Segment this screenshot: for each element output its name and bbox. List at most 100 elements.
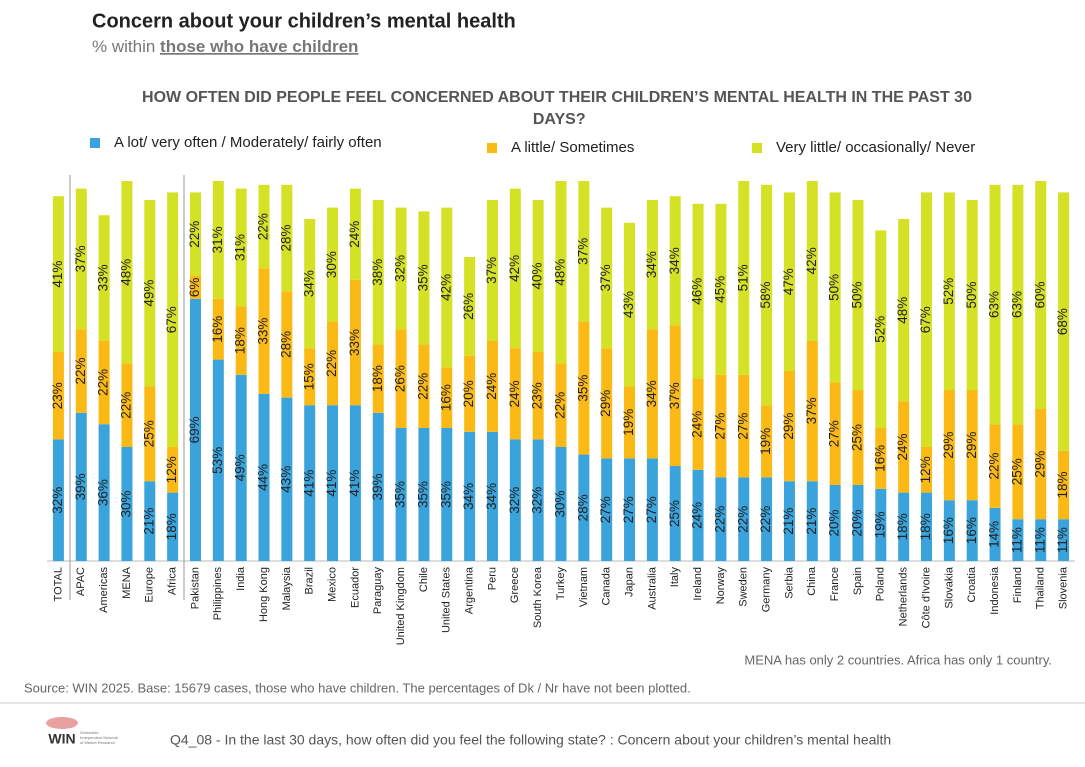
value-label: 18% [370,365,385,392]
value-label: 20% [461,380,476,407]
bar-segment [806,481,818,561]
value-label: 18% [164,513,179,540]
bar-segment [486,200,498,341]
value-label: 58% [758,281,773,308]
value-label: 15% [301,363,316,390]
bar-segment [738,374,750,478]
bar-segment [212,181,224,299]
value-label: 49% [233,454,248,481]
bar-segment [921,447,933,493]
x-tick-label: Germany [761,567,773,613]
bar-segment [189,192,201,276]
bar-segment [418,428,430,561]
legend-label: A lot/ very often / Moderately/ fairly o… [114,134,382,151]
bar-segment [1035,181,1047,409]
bar-segment [829,485,841,561]
bar-segment [783,481,795,561]
bar-segment [509,348,521,440]
value-label: 19% [621,409,636,436]
value-label: 19% [872,511,887,538]
value-label: 32% [507,487,522,514]
value-label: 22% [553,392,568,419]
value-label: 20% [827,509,842,536]
value-label: 27% [598,496,613,523]
bar-segment [601,207,613,349]
bar-segment [281,184,293,292]
value-label: 18% [233,327,248,354]
x-tick-label: Mexico [326,567,338,602]
value-label: 30% [324,251,339,278]
value-label: 24% [484,373,499,400]
value-label: 16% [438,384,453,411]
value-label: 21% [804,508,819,535]
subtitle-prefix: % within [92,37,155,56]
chart-title-line: HOW OFTEN DID PEOPLE FEEL CONCERNED ABOU… [142,89,972,106]
x-tick-label: Americas [98,567,110,613]
value-label: 35% [415,481,430,508]
value-label: 11% [1032,527,1047,553]
value-label: 22% [712,506,727,533]
bar-segment [258,184,270,269]
value-label: 30% [119,490,134,517]
value-label: 32% [530,487,545,514]
logo-map [46,717,78,729]
value-label: 33% [347,329,362,356]
bar-segment [943,390,955,501]
value-label: 67% [164,306,179,333]
x-tick-label: Croatia [966,566,978,602]
bar-segment [1058,519,1070,561]
x-tick-label: India [235,566,247,591]
value-label: 21% [781,508,796,535]
bar-segment [327,207,339,322]
bar-segment [167,192,179,447]
x-tick-label: Netherlands [898,567,910,627]
bar-segment [715,374,727,478]
value-label: 23% [50,382,65,409]
value-label: 28% [278,331,293,358]
bar-segment [349,188,361,280]
x-tick-label: Côte d'Ivoire [920,567,932,628]
value-label: 46% [690,278,705,305]
x-tick-label: Indonesia [989,566,1001,615]
x-tick-label: Serbia [783,566,795,599]
value-label: 25% [141,420,156,447]
value-label: 33% [256,318,271,345]
bar-segment [715,477,727,561]
x-tick-label: Canada [601,566,613,605]
bar-segment [212,298,224,360]
bar-segment [783,192,795,371]
bar-segment [52,439,64,561]
bar-segment [167,492,179,561]
value-label: 25% [667,500,682,527]
x-tick-label: Chile [418,567,430,592]
x-tick-label: Peru [486,567,498,590]
x-tick-label: Italy [669,567,681,588]
value-label: 16% [941,517,956,544]
value-label: 22% [987,452,1002,479]
bar-segment [966,390,978,501]
x-tick-label: Poland [875,567,887,601]
bar-segment [52,352,64,440]
bar-segment [646,458,658,561]
subtitle: % within those who have children [92,37,358,56]
x-tick-label: Argentina [464,566,476,614]
value-label: 49% [141,280,156,307]
value-label: 29% [1032,451,1047,478]
value-label: 14% [987,521,1002,548]
legend-swatch [90,138,100,148]
question: Q4_08 - In the last 30 days, how often d… [170,732,891,748]
bar-segment [578,321,590,455]
bar-segment [327,405,339,561]
note: MENA has only 2 countries. Africa has on… [744,652,1052,667]
bar-segment [1058,192,1070,451]
value-label: 11% [1009,527,1024,553]
value-label: 25% [1009,458,1024,485]
value-label: 42% [804,247,819,274]
value-label: 26% [461,293,476,320]
legend-swatch [487,143,497,153]
bar-segment [52,196,64,352]
x-tick-label: Paraguay [372,567,384,615]
value-label: 52% [941,278,956,305]
value-label: 53% [210,447,225,474]
value-label: 22% [758,506,773,533]
